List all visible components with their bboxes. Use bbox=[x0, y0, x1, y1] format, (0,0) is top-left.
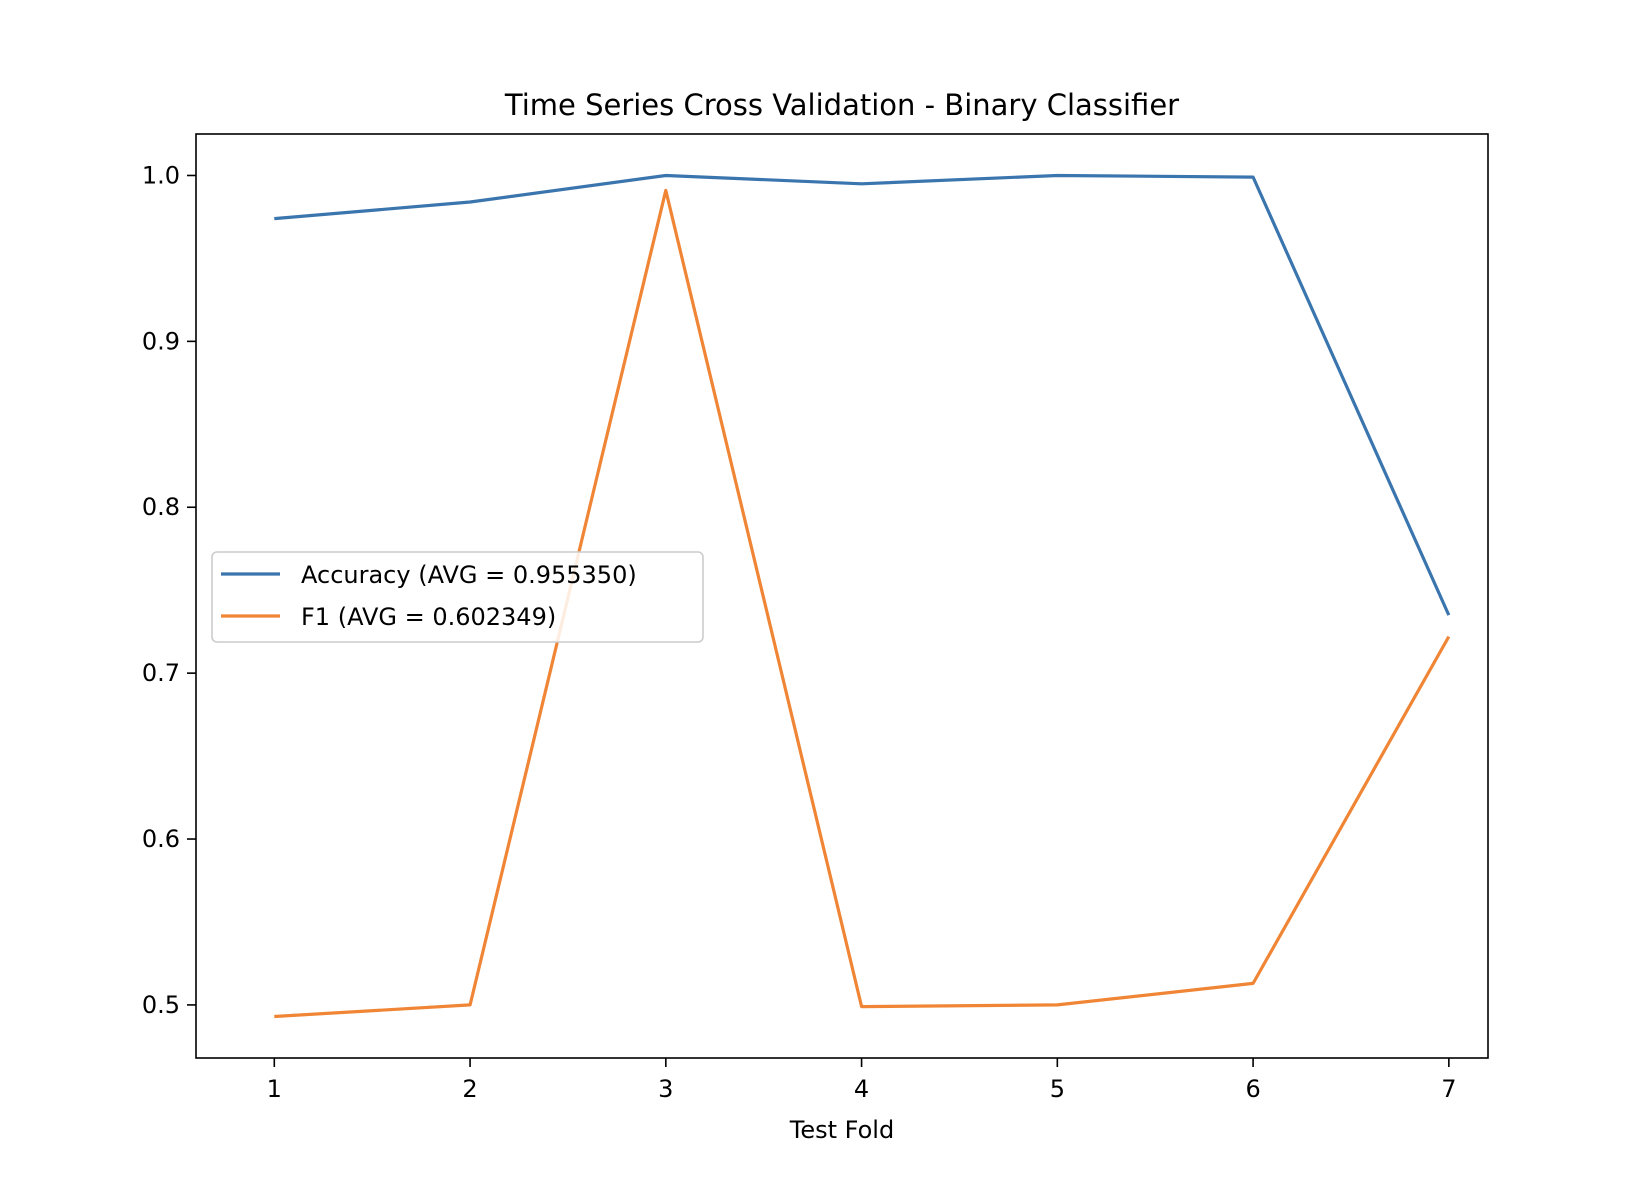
x-axis-title: Test Fold bbox=[789, 1116, 894, 1144]
series-line-0 bbox=[274, 173, 1451, 616]
x-axis: 1 2 3 4 5 6 7 bbox=[267, 1058, 1456, 1103]
legend-box bbox=[211, 551, 704, 643]
y-tick-label-4: 0.9 bbox=[142, 327, 180, 355]
x-tick-label-3: 4 bbox=[854, 1075, 869, 1103]
legend-label-1: F1 (AVG = 0.602349) bbox=[301, 603, 556, 631]
series-line-1 bbox=[274, 188, 1451, 1019]
y-tick-label-2: 0.7 bbox=[142, 659, 180, 687]
x-tick-label-2: 3 bbox=[658, 1075, 673, 1103]
y-tick-label-3: 0.8 bbox=[142, 493, 180, 521]
legend: Accuracy (AVG = 0.955350) F1 (AVG = 0.602… bbox=[211, 551, 704, 643]
plot-frame bbox=[195, 133, 1489, 1059]
y-tick-label-5: 1.0 bbox=[142, 161, 180, 189]
x-tick-label-4: 5 bbox=[1050, 1075, 1065, 1103]
x-tick-label-5: 6 bbox=[1245, 1075, 1260, 1103]
y-axis: 0.5 0.6 0.7 0.8 0.9 1.0 bbox=[142, 161, 196, 1019]
x-tick-label-6: 7 bbox=[1441, 1075, 1456, 1103]
x-tick-label-0: 1 bbox=[267, 1075, 282, 1103]
y-tick-label-0: 0.5 bbox=[142, 991, 180, 1019]
chart-title: Time Series Cross Validation - Binary Cl… bbox=[504, 88, 1179, 122]
plot-area bbox=[274, 173, 1451, 1019]
y-tick-label-1: 0.6 bbox=[142, 825, 180, 853]
legend-label-0: Accuracy (AVG = 0.955350) bbox=[301, 561, 637, 589]
x-tick-label-1: 2 bbox=[462, 1075, 477, 1103]
